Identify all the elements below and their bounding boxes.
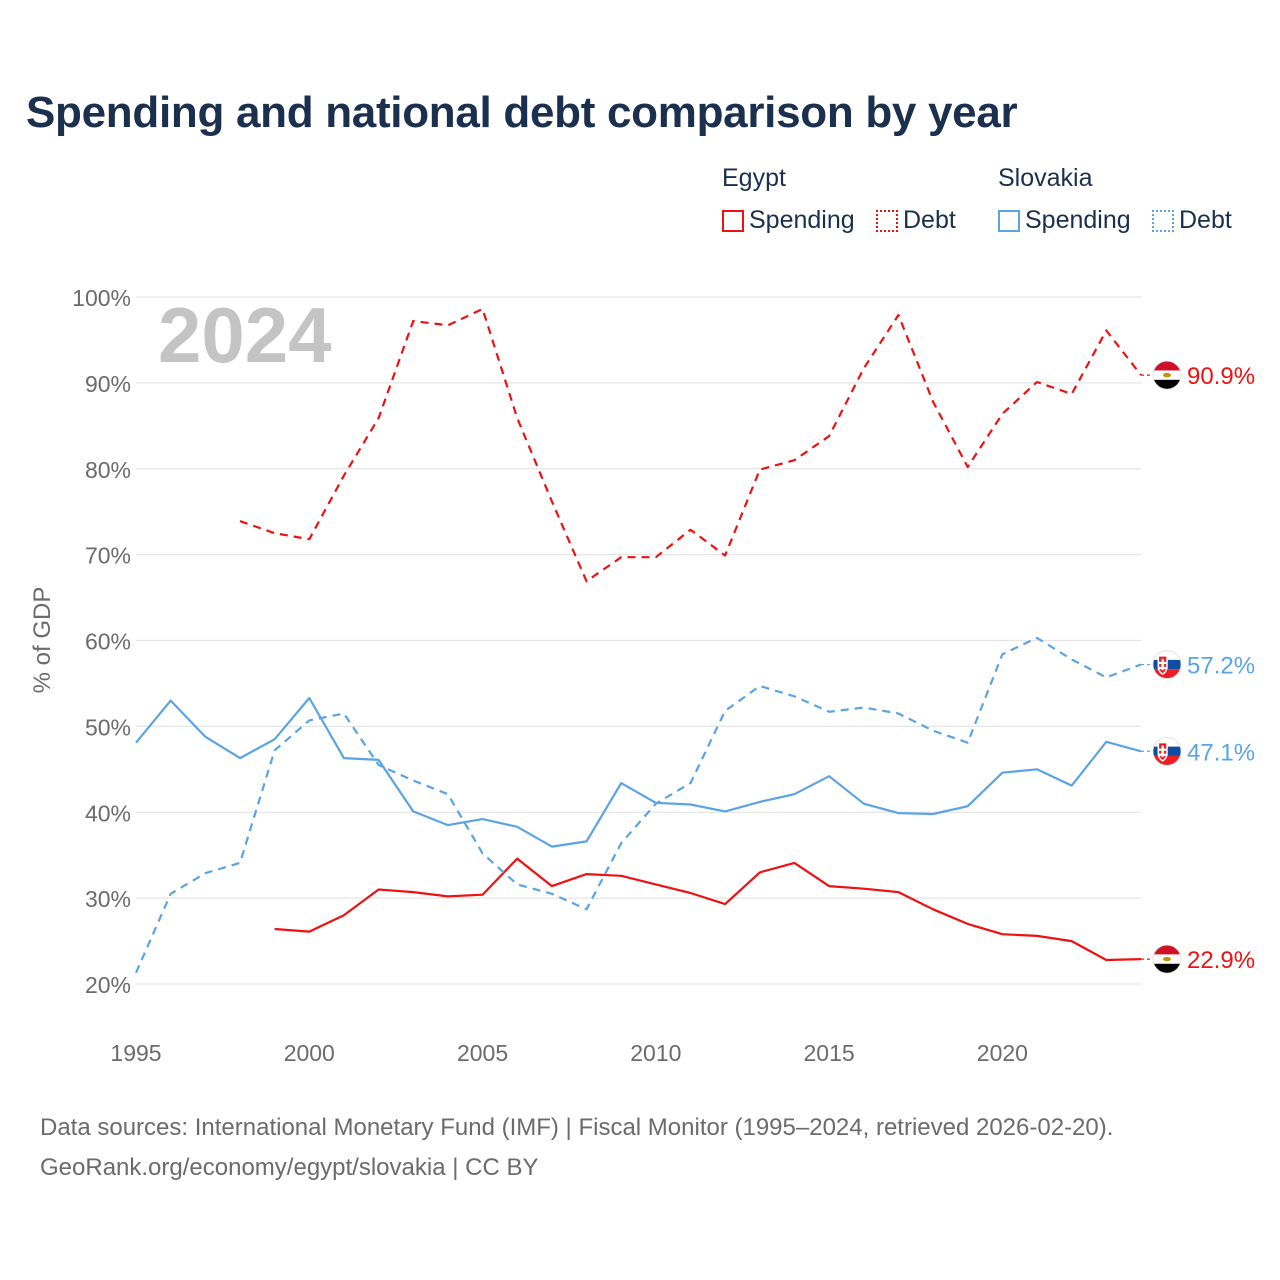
legend-egypt-spending[interactable]: Spending	[722, 206, 855, 235]
sources-line-2[interactable]: GeoRank.org/economy/egypt/slovakia | CC …	[40, 1154, 539, 1181]
legend-slovakia-spending-label: Spending	[1025, 206, 1131, 234]
x-tick-label-2020: 2020	[977, 1040, 1028, 1066]
end-markers: 90.9% 22.9% 57.2% 47.1%	[1141, 360, 1255, 974]
x-tick-label-2005: 2005	[457, 1040, 508, 1066]
x-tick-label-2015: 2015	[804, 1040, 855, 1066]
chart-title: Spending and national debt comparison by…	[26, 88, 1018, 137]
y-tick-label-50: 50%	[85, 714, 131, 740]
flag-egypt-spending	[1152, 944, 1182, 974]
x-axis-ticks: 1995 2000 2005 2010 2015 2020	[110, 1040, 1028, 1066]
y-tick-label-40: 40%	[85, 800, 131, 826]
sources-line-1: Data sources: International Monetary Fun…	[40, 1114, 1114, 1141]
legend-slovakia-debt[interactable]: Debt	[1152, 206, 1232, 235]
flag-slovakia-spending	[1152, 736, 1182, 766]
flag-slovakia-debt	[1152, 650, 1182, 679]
end-label-egypt-spending: 22.9%	[1187, 947, 1255, 974]
y-axis-title: % of GDP	[29, 587, 56, 694]
series-line-slovakia-debt[interactable]	[134, 636, 1142, 974]
legend-slovakia-debt-label: Debt	[1179, 206, 1232, 234]
legend-slovakia-spending-swatch	[998, 209, 1020, 232]
y-tick-label-20: 20%	[85, 972, 131, 998]
legend-slovakia: Slovakia Spending Debt	[998, 164, 1268, 244]
y-tick-label-30: 30%	[85, 886, 131, 912]
legend-egypt-title: Egypt	[722, 164, 786, 192]
x-tick-label-2010: 2010	[630, 1040, 681, 1066]
flag-egypt-debt	[1152, 360, 1182, 390]
legend-slovakia-debt-swatch	[1152, 209, 1174, 232]
legend-slovakia-spending[interactable]: Spending	[998, 206, 1131, 235]
y-axis-ticks: 20% 30% 40% 50% 60% 70% 80% 90% 100%	[72, 285, 131, 998]
y-tick-label-70: 70%	[85, 543, 131, 569]
series-line-slovakia-spending[interactable]	[135, 696, 1142, 848]
series-line-egypt-spending[interactable]	[274, 857, 1142, 962]
end-label-egypt-debt: 90.9%	[1187, 363, 1255, 390]
x-tick-label-2000: 2000	[284, 1040, 335, 1066]
legend-egypt-debt-swatch	[876, 209, 898, 232]
y-tick-label-90: 90%	[85, 371, 131, 397]
y-tick-label-80: 80%	[85, 457, 131, 483]
legend-egypt-debt-label: Debt	[903, 206, 956, 234]
legend-egypt-debt[interactable]: Debt	[876, 206, 956, 235]
y-tick-label-60: 60%	[85, 629, 131, 655]
end-label-slovakia-debt: 57.2%	[1187, 653, 1255, 680]
year-watermark: 2024	[158, 291, 332, 379]
series-layer	[134, 307, 1142, 974]
legend-egypt-spending-swatch	[722, 209, 744, 232]
data-sources: Data sources: International Monetary Fun…	[40, 1108, 1113, 1188]
legend-egypt: Egypt Spending Debt	[722, 164, 982, 244]
y-tick-label-100: 100%	[72, 285, 131, 311]
end-label-slovakia-spending: 47.1%	[1187, 739, 1255, 766]
legend-egypt-spending-label: Spending	[749, 206, 855, 234]
x-tick-label-1995: 1995	[110, 1040, 161, 1066]
legend-slovakia-title: Slovakia	[998, 164, 1093, 192]
grid-layer	[136, 296, 1141, 985]
series-line-egypt-debt[interactable]	[239, 307, 1142, 583]
